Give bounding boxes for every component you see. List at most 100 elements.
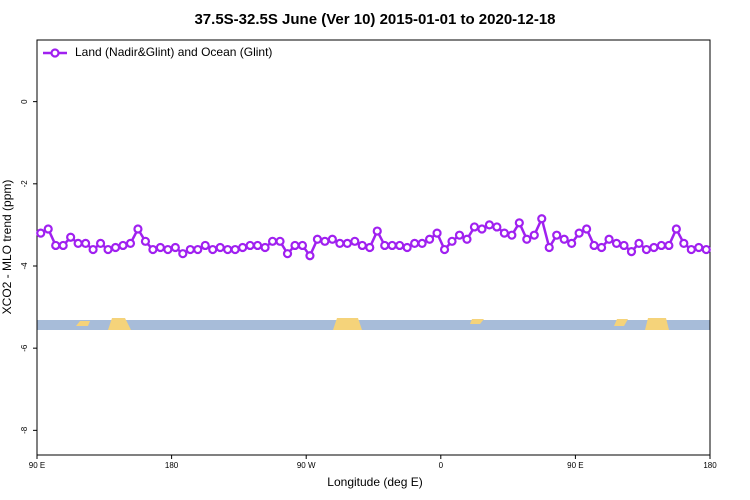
x-tick-label: 90 E (567, 461, 583, 470)
data-point (320, 236, 330, 246)
data-point (342, 238, 352, 248)
data-point (507, 230, 517, 240)
data-point (312, 234, 323, 244)
data-point (380, 240, 390, 251)
data-point (447, 236, 457, 246)
data-point (238, 242, 248, 253)
data-point (208, 244, 218, 255)
y-axis-label: XCO2 - MLO trend (ppm) (0, 180, 14, 315)
x-tick-label: 90 E (29, 461, 45, 470)
x-tick-label: 0 (439, 461, 444, 470)
data-point (260, 242, 270, 253)
y-tick-label: -6 (20, 344, 29, 352)
data-point (679, 238, 689, 248)
data-point (350, 236, 360, 246)
data-point (454, 230, 465, 240)
data-point (43, 224, 53, 234)
data-point (529, 230, 539, 240)
data-point (365, 242, 375, 253)
data-point (140, 236, 151, 246)
data-point (492, 222, 502, 232)
data-point (95, 238, 106, 248)
data-point (477, 224, 487, 234)
data-point (245, 240, 255, 251)
x-tick-label: 180 (703, 461, 717, 470)
data-point (88, 244, 98, 255)
data-point (275, 236, 285, 246)
data-point (148, 244, 158, 255)
ocean-strip (37, 320, 710, 330)
data-point (402, 242, 412, 253)
data-point (701, 244, 711, 255)
data-point (193, 244, 203, 255)
data-point (626, 247, 637, 257)
data-point (589, 240, 599, 251)
land (108, 318, 131, 330)
land (333, 318, 362, 330)
data-point (559, 234, 569, 244)
data-point (552, 230, 562, 240)
data-point (155, 242, 165, 253)
data-point (170, 242, 180, 253)
data-point (327, 234, 337, 244)
data-point (215, 242, 225, 253)
data-point (297, 240, 308, 251)
data-point (469, 222, 480, 232)
y-tick-label: -8 (20, 426, 29, 434)
x-tick-label: 90 W (297, 461, 316, 470)
legend-label: Land (Nadir&Glint) and Ocean (Glint) (75, 45, 272, 59)
data-point (282, 249, 293, 259)
data-point (36, 228, 46, 238)
data-point (582, 224, 592, 234)
legend-marker (50, 48, 60, 58)
data-point (185, 244, 195, 255)
data-point (335, 238, 345, 248)
data-point (395, 240, 405, 251)
data-point (58, 240, 68, 251)
data-point (649, 242, 659, 253)
data-point (641, 244, 652, 255)
x-axis-label: Longitude (deg E) (327, 475, 422, 489)
data-point (81, 238, 91, 248)
data-point (73, 238, 83, 248)
data-point (110, 242, 121, 253)
data-point (372, 226, 382, 236)
map-strip (37, 318, 710, 330)
y-tick-label: -2 (20, 180, 29, 188)
data-point (499, 228, 509, 238)
land (645, 318, 669, 330)
data-point (424, 234, 435, 244)
data-point (267, 236, 278, 246)
data-point (574, 228, 584, 238)
y-tick-label: -4 (20, 262, 29, 270)
data-point (634, 238, 644, 248)
data-point (619, 240, 629, 251)
data-point (544, 242, 554, 253)
data-point (230, 244, 240, 255)
data-point (656, 240, 666, 251)
land (470, 319, 484, 324)
data-point (178, 249, 188, 259)
x-tick-label: 180 (165, 461, 179, 470)
data-point (694, 242, 704, 253)
data-point (357, 240, 367, 251)
data-point (462, 234, 472, 244)
land (76, 321, 90, 326)
data-point (387, 240, 397, 251)
data-point (514, 218, 524, 228)
data-point (66, 232, 76, 242)
data-point (664, 240, 674, 251)
y-tick-label: 0 (20, 99, 29, 104)
data-point (567, 238, 577, 248)
data-point (118, 240, 128, 251)
data-point (290, 240, 300, 251)
data-point (305, 251, 315, 261)
data-point (103, 244, 113, 255)
data-point (133, 224, 143, 234)
data-point (223, 244, 233, 255)
data-point (671, 224, 681, 234)
data-point (596, 242, 607, 253)
data-point (417, 238, 427, 248)
data-point (604, 234, 614, 244)
data-point (432, 228, 442, 238)
